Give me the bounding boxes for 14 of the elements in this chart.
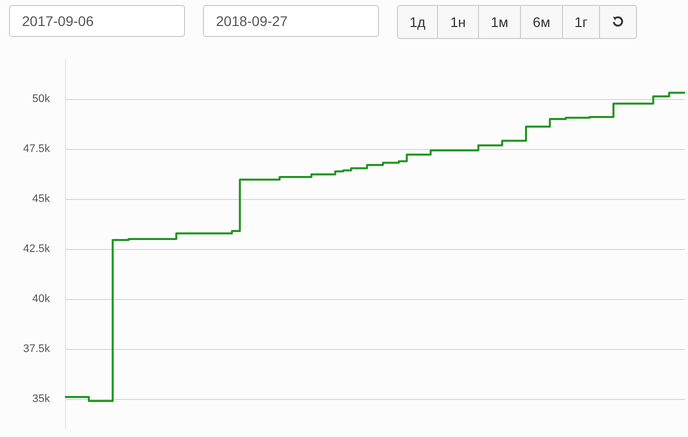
y-tick-label: 37.5k <box>23 343 50 355</box>
text: 2017-09-06 <box>9 5 185 37</box>
text: 1д <box>398 6 438 38</box>
y-tick-label: 42.5k <box>23 243 50 255</box>
text: 1м <box>479 6 521 38</box>
text: 2018-09-27 <box>203 5 379 37</box>
y-tick-label: 47.5k <box>23 143 50 155</box>
text: 6м <box>521 6 563 38</box>
text: 1г <box>563 6 600 38</box>
y-tick-label: 35k <box>32 393 50 405</box>
y-tick-label: 40k <box>32 293 50 305</box>
y-tick-label: 45k <box>32 193 50 205</box>
text: 1н <box>438 6 479 38</box>
y-tick-label: 50k <box>32 93 50 105</box>
